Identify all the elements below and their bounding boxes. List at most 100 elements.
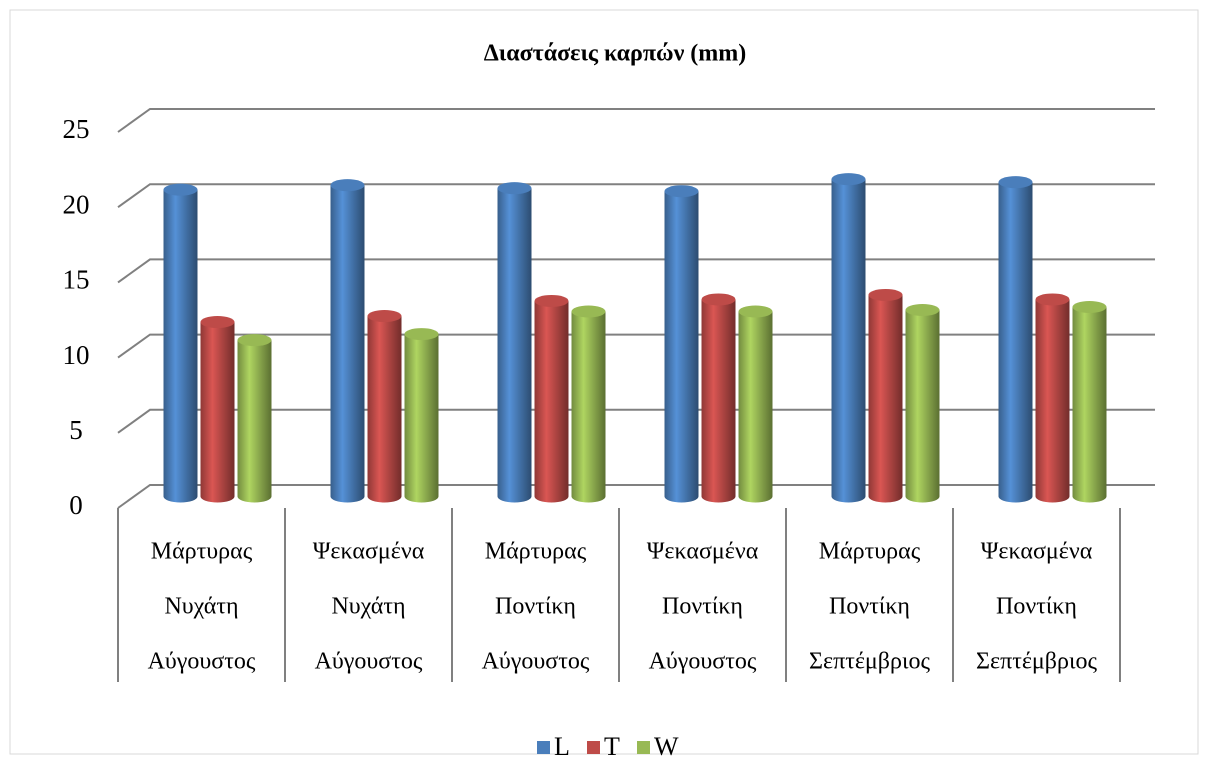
bar-body [237, 340, 272, 497]
legend-label: T [604, 732, 620, 758]
bar [237, 334, 272, 503]
bar-base [998, 490, 1033, 503]
bar-body [163, 189, 198, 497]
bar-base [1072, 490, 1107, 503]
bar-top [905, 304, 940, 317]
bar-body [701, 299, 736, 497]
bar-base [664, 490, 699, 503]
bar-body [664, 191, 699, 497]
y-tick-label: 5 [69, 415, 83, 445]
bar-body [367, 316, 402, 497]
bar-base [571, 490, 606, 503]
bar [571, 305, 606, 503]
bar-top [237, 334, 272, 347]
bar-top [404, 328, 439, 341]
x-tick-label: Αύγουστος [315, 649, 423, 675]
x-tick-label: Ποντίκη [662, 594, 743, 620]
legend-swatch [587, 741, 600, 754]
bar-base [497, 490, 532, 503]
x-tick-label: Ψεκασμένα [647, 539, 759, 565]
grid-line [117, 108, 1155, 133]
bar-body [905, 310, 940, 497]
x-tick-label: Ποντίκη [495, 594, 576, 620]
bar-base [831, 490, 866, 503]
bar-body [534, 300, 569, 497]
x-tick-label: Νυχάτη [164, 594, 238, 620]
bar-body [998, 182, 1033, 497]
bar [200, 316, 235, 503]
x-tick-label: Αύγουστος [649, 649, 757, 675]
bar-top [998, 176, 1033, 189]
bar-base [905, 490, 940, 503]
grid-line [117, 258, 1155, 284]
x-tick-label: Μάρτυρας [151, 539, 253, 565]
x-tick-label: Ψεκασμένα [981, 539, 1093, 565]
bar [701, 293, 736, 503]
bar [163, 183, 198, 503]
bar-body [1072, 306, 1107, 497]
grid-line [117, 408, 1155, 434]
y-tick-label: 15 [63, 265, 90, 295]
y-tick-label: 10 [63, 340, 90, 370]
bar-top [367, 310, 402, 323]
legend-swatch [537, 741, 550, 754]
bar-top [831, 173, 866, 186]
bar-body [868, 294, 903, 497]
bar-top [738, 305, 773, 318]
bar-body [738, 311, 773, 497]
x-tick-label: Μάρτυρας [485, 539, 587, 565]
bar-body [1035, 299, 1070, 497]
grid-line [117, 333, 1155, 359]
bar [1035, 293, 1070, 503]
bar-body [831, 179, 866, 497]
x-tick-label: Σεπτέμβριος [809, 649, 930, 675]
bar [998, 176, 1033, 503]
grid-line [117, 183, 1155, 209]
bar-top [664, 185, 699, 198]
bar-top [497, 182, 532, 195]
legend-swatch [637, 741, 650, 754]
bar [534, 294, 569, 503]
bar-base [200, 490, 235, 503]
bar [330, 179, 365, 503]
y-tick-label: 25 [63, 114, 90, 144]
bar-top [868, 288, 903, 301]
bar [831, 173, 866, 503]
bar-body [571, 311, 606, 497]
x-tick-label: Νυχάτη [331, 594, 405, 620]
bar-top [163, 183, 198, 196]
bar-body [330, 185, 365, 497]
legend-label: L [554, 732, 570, 758]
bar-top [1035, 293, 1070, 306]
x-tick-label: Σεπτέμβριος [976, 649, 1097, 675]
bar-top [701, 293, 736, 306]
bar [905, 304, 940, 503]
chart-title: Διαστάσεις καρπών (mm) [484, 41, 747, 67]
x-tick-label: Αύγουστος [148, 649, 256, 675]
y-tick-label: 20 [63, 189, 90, 219]
y-tick-label: 0 [69, 490, 83, 520]
bar-base [1035, 490, 1070, 503]
bar-base [868, 490, 903, 503]
bar-base [163, 490, 198, 503]
bar [868, 288, 903, 503]
bar [1072, 300, 1107, 503]
bar-base [367, 490, 402, 503]
x-tick-label: Ποντίκη [829, 594, 910, 620]
bar-base [237, 490, 272, 503]
bar [664, 185, 699, 503]
x-tick-label: Μάρτυρας [819, 539, 921, 565]
bar-body [200, 322, 235, 497]
legend-label: W [654, 732, 679, 758]
grid-line [117, 484, 1155, 509]
bar-base [738, 490, 773, 503]
x-tick-label: Ποντίκη [996, 594, 1077, 620]
x-tick-label: Ψεκασμένα [313, 539, 425, 565]
bar-top [571, 305, 606, 318]
bar-base [330, 490, 365, 503]
bar-base [701, 490, 736, 503]
bar [404, 328, 439, 503]
bar-base [534, 490, 569, 503]
bar-top [330, 179, 365, 192]
